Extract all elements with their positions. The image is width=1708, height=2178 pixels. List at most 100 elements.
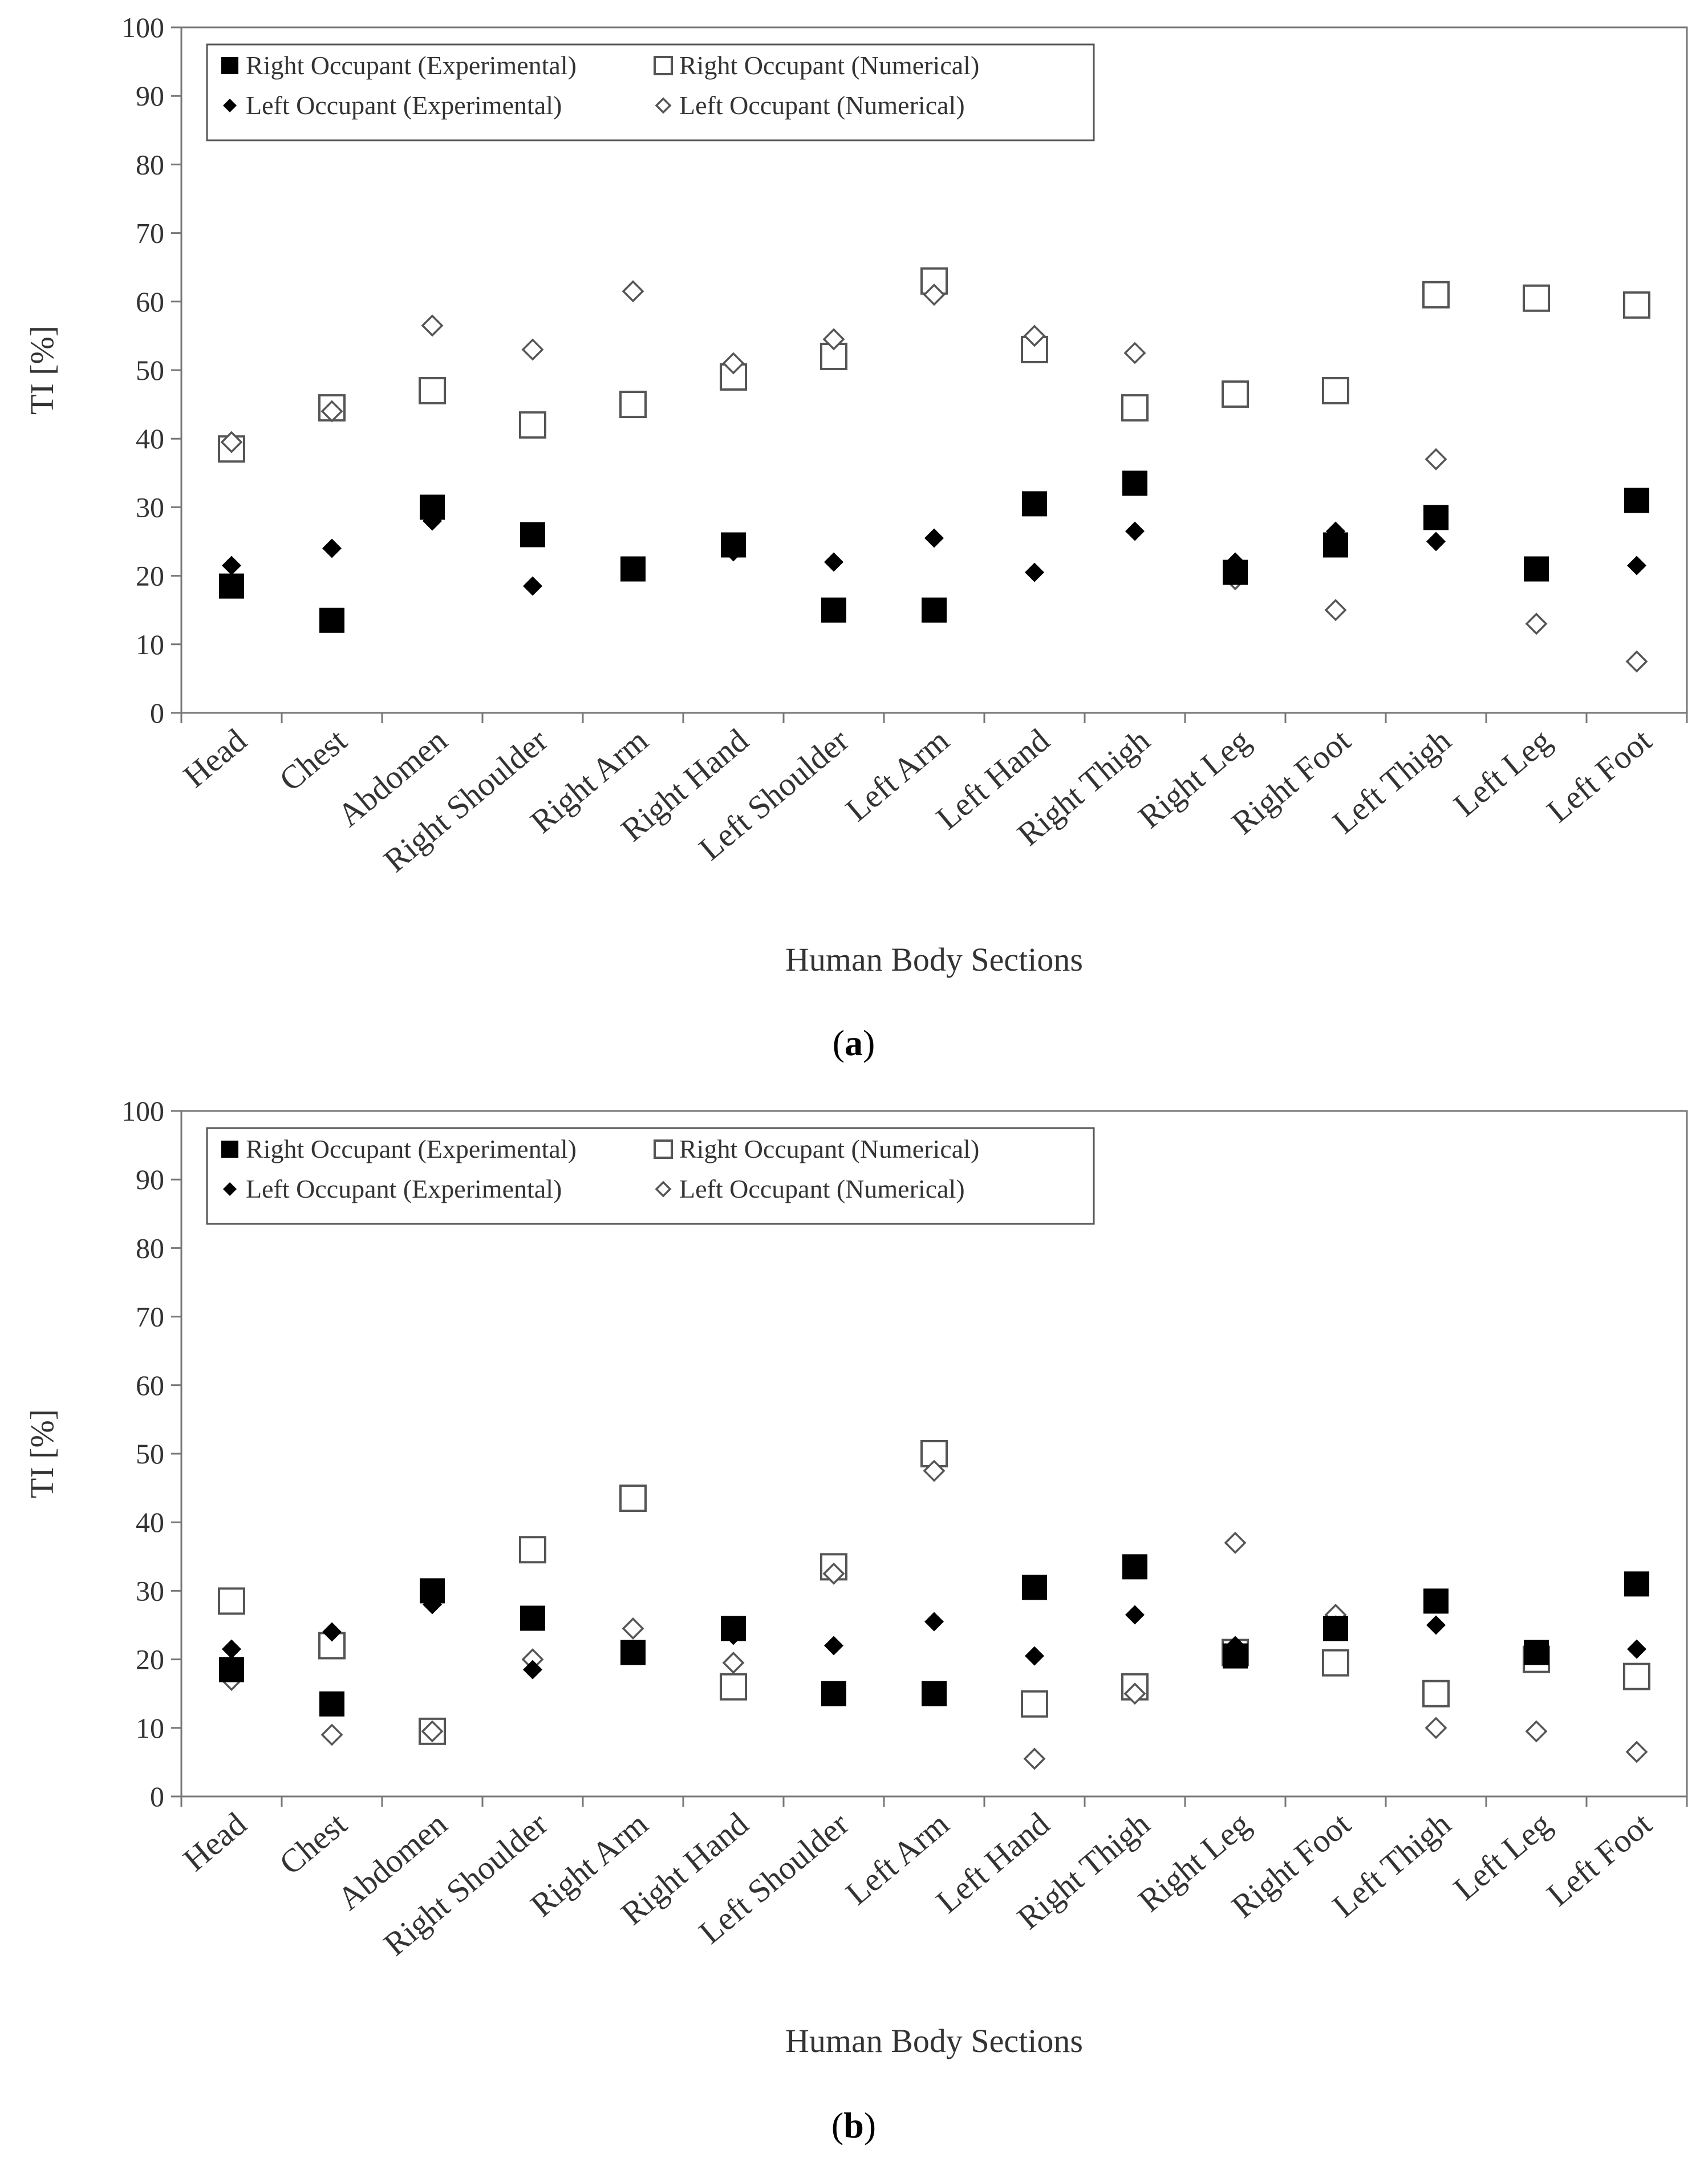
x-category-label: Head: [176, 721, 254, 794]
data-point: [519, 1536, 546, 1564]
y-tick-label: 50: [136, 354, 164, 386]
data-point: [1023, 1747, 1046, 1770]
data-point: [1025, 562, 1044, 582]
data-point: [1021, 1690, 1048, 1718]
data-point: [1624, 1571, 1649, 1597]
legend-marker: [654, 56, 673, 75]
data-point: [1326, 1615, 1345, 1635]
data-point: [821, 1681, 846, 1706]
data-point: [923, 1459, 946, 1482]
data-point: [1425, 1717, 1447, 1739]
data-point: [1324, 599, 1347, 622]
y-tick-label: 20: [136, 560, 164, 592]
data-point: [1627, 1639, 1646, 1659]
data-point: [1425, 448, 1447, 471]
data-point: [1021, 335, 1048, 363]
y-tick-label: 0: [150, 697, 164, 729]
data-point: [1625, 1741, 1648, 1763]
data-point: [1322, 377, 1349, 405]
data-point: [724, 542, 743, 562]
legend-label: Left Occupant (Numerical): [679, 91, 965, 120]
data-point: [1025, 1646, 1044, 1666]
x-category-label: Left Foot: [1540, 1805, 1658, 1913]
data-point: [322, 538, 342, 558]
data-point: [520, 1605, 545, 1631]
series-open-diamond: [220, 280, 1648, 673]
data-point: [824, 1636, 843, 1656]
legend-marker: [221, 1141, 238, 1158]
data-point: [1426, 1615, 1446, 1635]
data-point: [619, 1485, 647, 1512]
legend-label: Left Occupant (Experimental): [246, 1174, 562, 1203]
data-point: [1426, 532, 1446, 551]
data-point: [1525, 1720, 1548, 1743]
data-point: [523, 1660, 542, 1680]
legend-marker: [223, 99, 237, 112]
data-point: [319, 607, 344, 633]
data-point: [1224, 1531, 1247, 1554]
legend-label: Right Occupant (Numerical): [679, 51, 979, 80]
x-category-label: Chest: [272, 721, 354, 798]
x-category-label: Left Leg: [1446, 721, 1558, 824]
data-point: [219, 1657, 244, 1682]
data-point: [218, 1587, 245, 1615]
panel-label: (a): [833, 1023, 875, 1063]
legend-marker: [223, 1182, 237, 1196]
data-point: [623, 559, 643, 579]
data-point: [1527, 1642, 1546, 1662]
data-point: [421, 314, 444, 337]
data-point: [923, 283, 946, 306]
legend-box: [206, 1127, 1095, 1225]
data-point: [1527, 559, 1546, 579]
panel-label: (b): [831, 2105, 876, 2145]
data-point: [924, 1612, 944, 1632]
data-point: [724, 1625, 743, 1645]
data-point: [1122, 1554, 1147, 1580]
data-point: [320, 400, 343, 423]
data-point: [924, 528, 944, 548]
data-point: [1423, 1588, 1449, 1614]
data-point: [1222, 380, 1249, 408]
data-point: [1022, 491, 1047, 517]
legend: Right Occupant (Experimental) Right Occup…: [206, 43, 1095, 141]
data-point: [1423, 505, 1449, 530]
data-point: [820, 342, 847, 370]
series-filled-diamond: [222, 1595, 1646, 1680]
data-point: [720, 1673, 747, 1701]
legend: Right Occupant (Experimental) Right Occup…: [206, 1127, 1095, 1225]
data-point: [1023, 325, 1046, 347]
y-tick-label: 80: [136, 148, 164, 180]
data-point: [1623, 291, 1650, 319]
x-axis-title: Human Body Sections: [785, 2022, 1083, 2059]
data-point: [722, 1652, 745, 1674]
y-tick-label: 100: [121, 11, 164, 43]
y-tick-label: 0: [150, 1780, 164, 1812]
legend-label: Left Occupant (Numerical): [679, 1174, 965, 1203]
legend-marker: [655, 1181, 672, 1198]
data-point: [622, 280, 644, 303]
data-point: [922, 1681, 947, 1706]
data-point: [1525, 613, 1548, 635]
data-point: [1022, 1575, 1047, 1600]
data-point: [421, 1720, 444, 1743]
legend-label: Left Occupant (Experimental): [246, 91, 562, 120]
x-category-label: Chest: [272, 1805, 354, 1882]
data-point: [1123, 342, 1146, 364]
data-point: [1624, 488, 1649, 513]
series-filled-square: [219, 1554, 1649, 1717]
data-point: [822, 1562, 845, 1585]
data-point: [320, 1723, 343, 1746]
series-filled-diamond: [222, 511, 1646, 596]
data-point: [722, 352, 745, 375]
y-axis-title: TI [%]: [23, 1409, 60, 1498]
data-point: [322, 1622, 342, 1642]
x-category-label: Left Leg: [1446, 1805, 1558, 1907]
data-point: [423, 1595, 442, 1615]
data-point: [619, 391, 647, 419]
data-point: [821, 597, 846, 623]
data-point: [419, 377, 446, 405]
data-point: [520, 522, 545, 547]
